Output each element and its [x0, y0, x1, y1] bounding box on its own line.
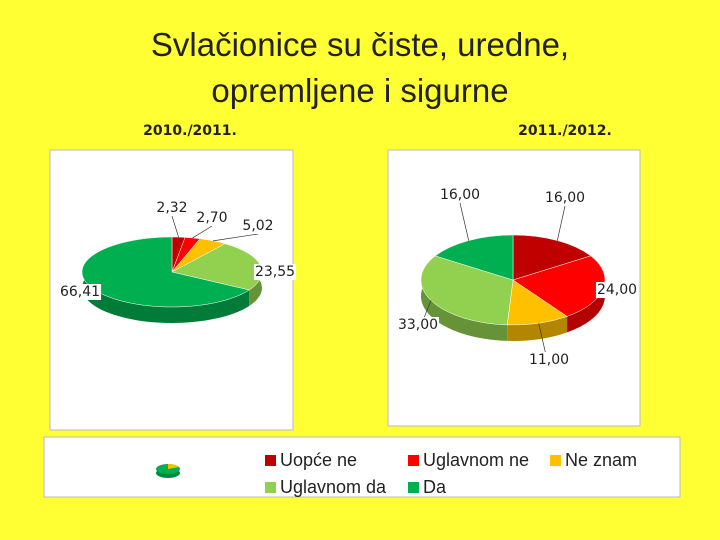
label-bg	[253, 264, 297, 280]
legend-label: Ne znam	[565, 450, 637, 470]
data-label: 23,55	[255, 264, 295, 280]
leader-line	[192, 225, 213, 239]
legend-swatch	[408, 482, 419, 493]
data-label: 16,00	[440, 187, 480, 203]
label-bg	[543, 190, 587, 206]
legend-label: Uglavnom ne	[423, 450, 529, 470]
data-label: 5,02	[242, 218, 273, 234]
slice-side	[507, 316, 568, 341]
legend-swatch	[265, 482, 276, 493]
legend-label: Uopće ne	[280, 450, 357, 470]
leader-line	[212, 233, 259, 242]
chart-subtitle: 2010./2011.	[143, 123, 237, 139]
data-label: 66,41	[60, 284, 100, 300]
data-label: 16,00	[545, 190, 585, 206]
label-bg	[595, 282, 639, 298]
slice	[512, 234, 592, 281]
label-bg	[396, 317, 440, 333]
label-bg	[527, 352, 571, 368]
label-bg	[155, 200, 189, 216]
data-label: 2,70	[196, 210, 227, 226]
data-label: 24,00	[597, 282, 637, 298]
legend-box	[43, 436, 681, 498]
slice-side	[421, 255, 508, 341]
slide-title: Svlačionice su čiste, uredne, opremljene…	[150, 26, 570, 109]
label-bg	[438, 187, 482, 203]
leader-line	[459, 202, 470, 241]
slice	[420, 255, 514, 326]
data-label: 2,32	[156, 200, 187, 216]
chart-subtitle: 2011./2012.	[518, 123, 612, 139]
legend-swatch	[408, 455, 419, 466]
legend-swatch	[550, 455, 561, 466]
data-label: 11,00	[529, 352, 569, 368]
label-bg	[195, 210, 229, 226]
legend-icon	[168, 464, 179, 469]
label-bg	[58, 284, 102, 300]
leader-line	[556, 205, 566, 241]
legend-label: Uglavnom da	[280, 477, 387, 497]
slice	[434, 234, 514, 281]
label-bg	[241, 218, 275, 234]
legend-swatch	[265, 455, 276, 466]
leader-line	[171, 215, 179, 238]
data-label: 33,00	[398, 317, 438, 333]
legend-label: Da	[423, 477, 447, 497]
